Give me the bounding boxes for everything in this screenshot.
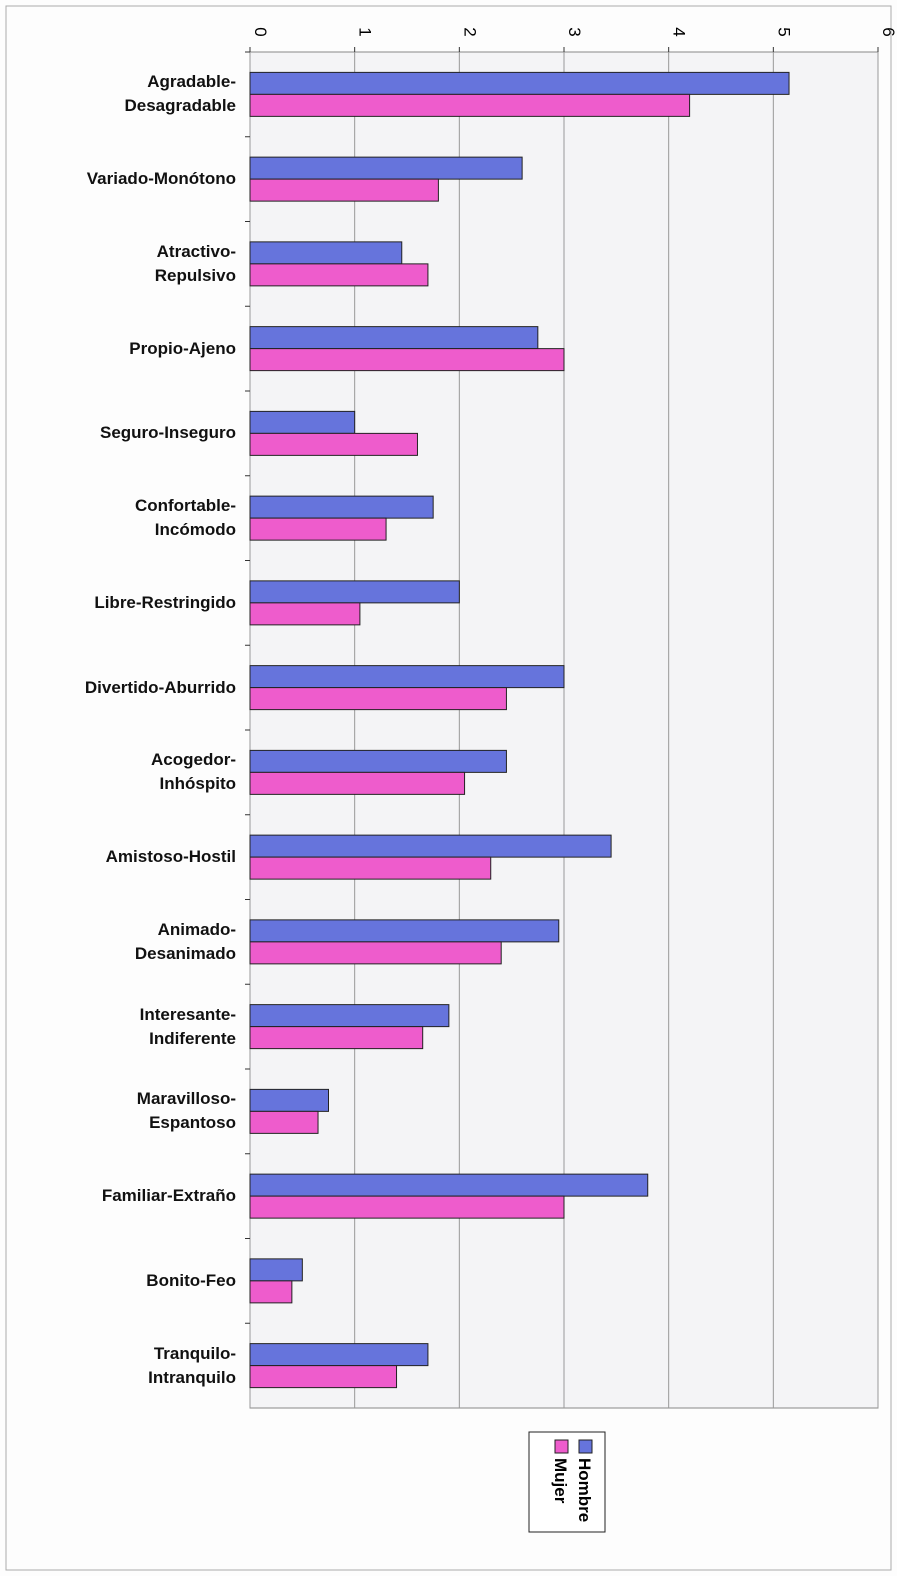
category-label: Amistoso-Hostil bbox=[105, 847, 236, 867]
category-label: Bonito-Feo bbox=[146, 1270, 236, 1290]
bar bbox=[249, 1343, 429, 1367]
bar bbox=[249, 941, 502, 965]
legend-swatch bbox=[578, 1439, 593, 1454]
x-tick-label: 2 bbox=[460, 27, 479, 36]
category-label: Seguro-Inseguro bbox=[99, 423, 236, 443]
legend-label: Mujer bbox=[551, 1458, 570, 1504]
category-label: Familiar-Extraño bbox=[101, 1186, 236, 1206]
bar bbox=[249, 1195, 565, 1219]
bar bbox=[249, 93, 691, 117]
category-label: Animado- Desanimado bbox=[134, 919, 236, 963]
bar bbox=[249, 241, 403, 265]
bar bbox=[249, 771, 466, 795]
bar bbox=[249, 1110, 319, 1134]
x-tick-label: 1 bbox=[356, 27, 375, 36]
category-label: Divertido-Aburrido bbox=[84, 677, 236, 697]
bar bbox=[249, 348, 565, 372]
category-label: Confortable- Incómodo bbox=[134, 496, 236, 540]
bar bbox=[249, 749, 507, 773]
x-tick-label: 4 bbox=[670, 27, 689, 36]
legend-box bbox=[528, 1431, 606, 1533]
x-tick-label: 0 bbox=[251, 27, 270, 36]
bar bbox=[249, 834, 612, 858]
bar bbox=[249, 580, 460, 604]
frame bbox=[5, 5, 892, 1571]
legend-label: Hombre bbox=[575, 1458, 594, 1522]
bar bbox=[249, 178, 439, 202]
bar bbox=[249, 495, 434, 519]
bar bbox=[249, 1258, 303, 1282]
category-label: Variado-Monótono bbox=[86, 169, 236, 189]
category-label: Acogedor- Inhóspito bbox=[151, 750, 236, 794]
bar bbox=[249, 1004, 450, 1028]
bar bbox=[249, 71, 790, 95]
category-label: Tranquilo- Intranquilo bbox=[148, 1343, 236, 1387]
bar bbox=[249, 326, 539, 350]
bar bbox=[249, 1173, 649, 1197]
bar bbox=[249, 1026, 424, 1050]
bar bbox=[249, 410, 356, 434]
bar bbox=[249, 856, 492, 880]
category-label: Atractivo- Repulsivo bbox=[154, 241, 236, 285]
bar bbox=[249, 263, 429, 287]
bar bbox=[249, 1088, 329, 1112]
category-label: Propio-Ajeno bbox=[129, 338, 236, 358]
legend-swatch bbox=[554, 1439, 569, 1454]
bar bbox=[249, 1365, 398, 1389]
x-tick-label: 6 bbox=[879, 27, 897, 36]
x-tick-label: 3 bbox=[565, 27, 584, 36]
bar bbox=[249, 517, 387, 541]
bar bbox=[249, 1280, 293, 1304]
bar bbox=[249, 432, 418, 456]
bar bbox=[249, 665, 565, 689]
category-label: Maravilloso- Espantoso bbox=[136, 1089, 236, 1133]
legend: Hombre Mujer bbox=[528, 1431, 606, 1533]
category-label: Agradable- Desagradable bbox=[124, 72, 237, 116]
category-label: Libre-Restringido bbox=[94, 592, 236, 612]
bar bbox=[249, 602, 361, 626]
bar bbox=[249, 156, 523, 180]
bar bbox=[249, 687, 507, 711]
category-label: Interesante- Indiferente bbox=[139, 1004, 236, 1048]
x-tick-label: 5 bbox=[774, 27, 793, 36]
bar bbox=[249, 919, 560, 943]
